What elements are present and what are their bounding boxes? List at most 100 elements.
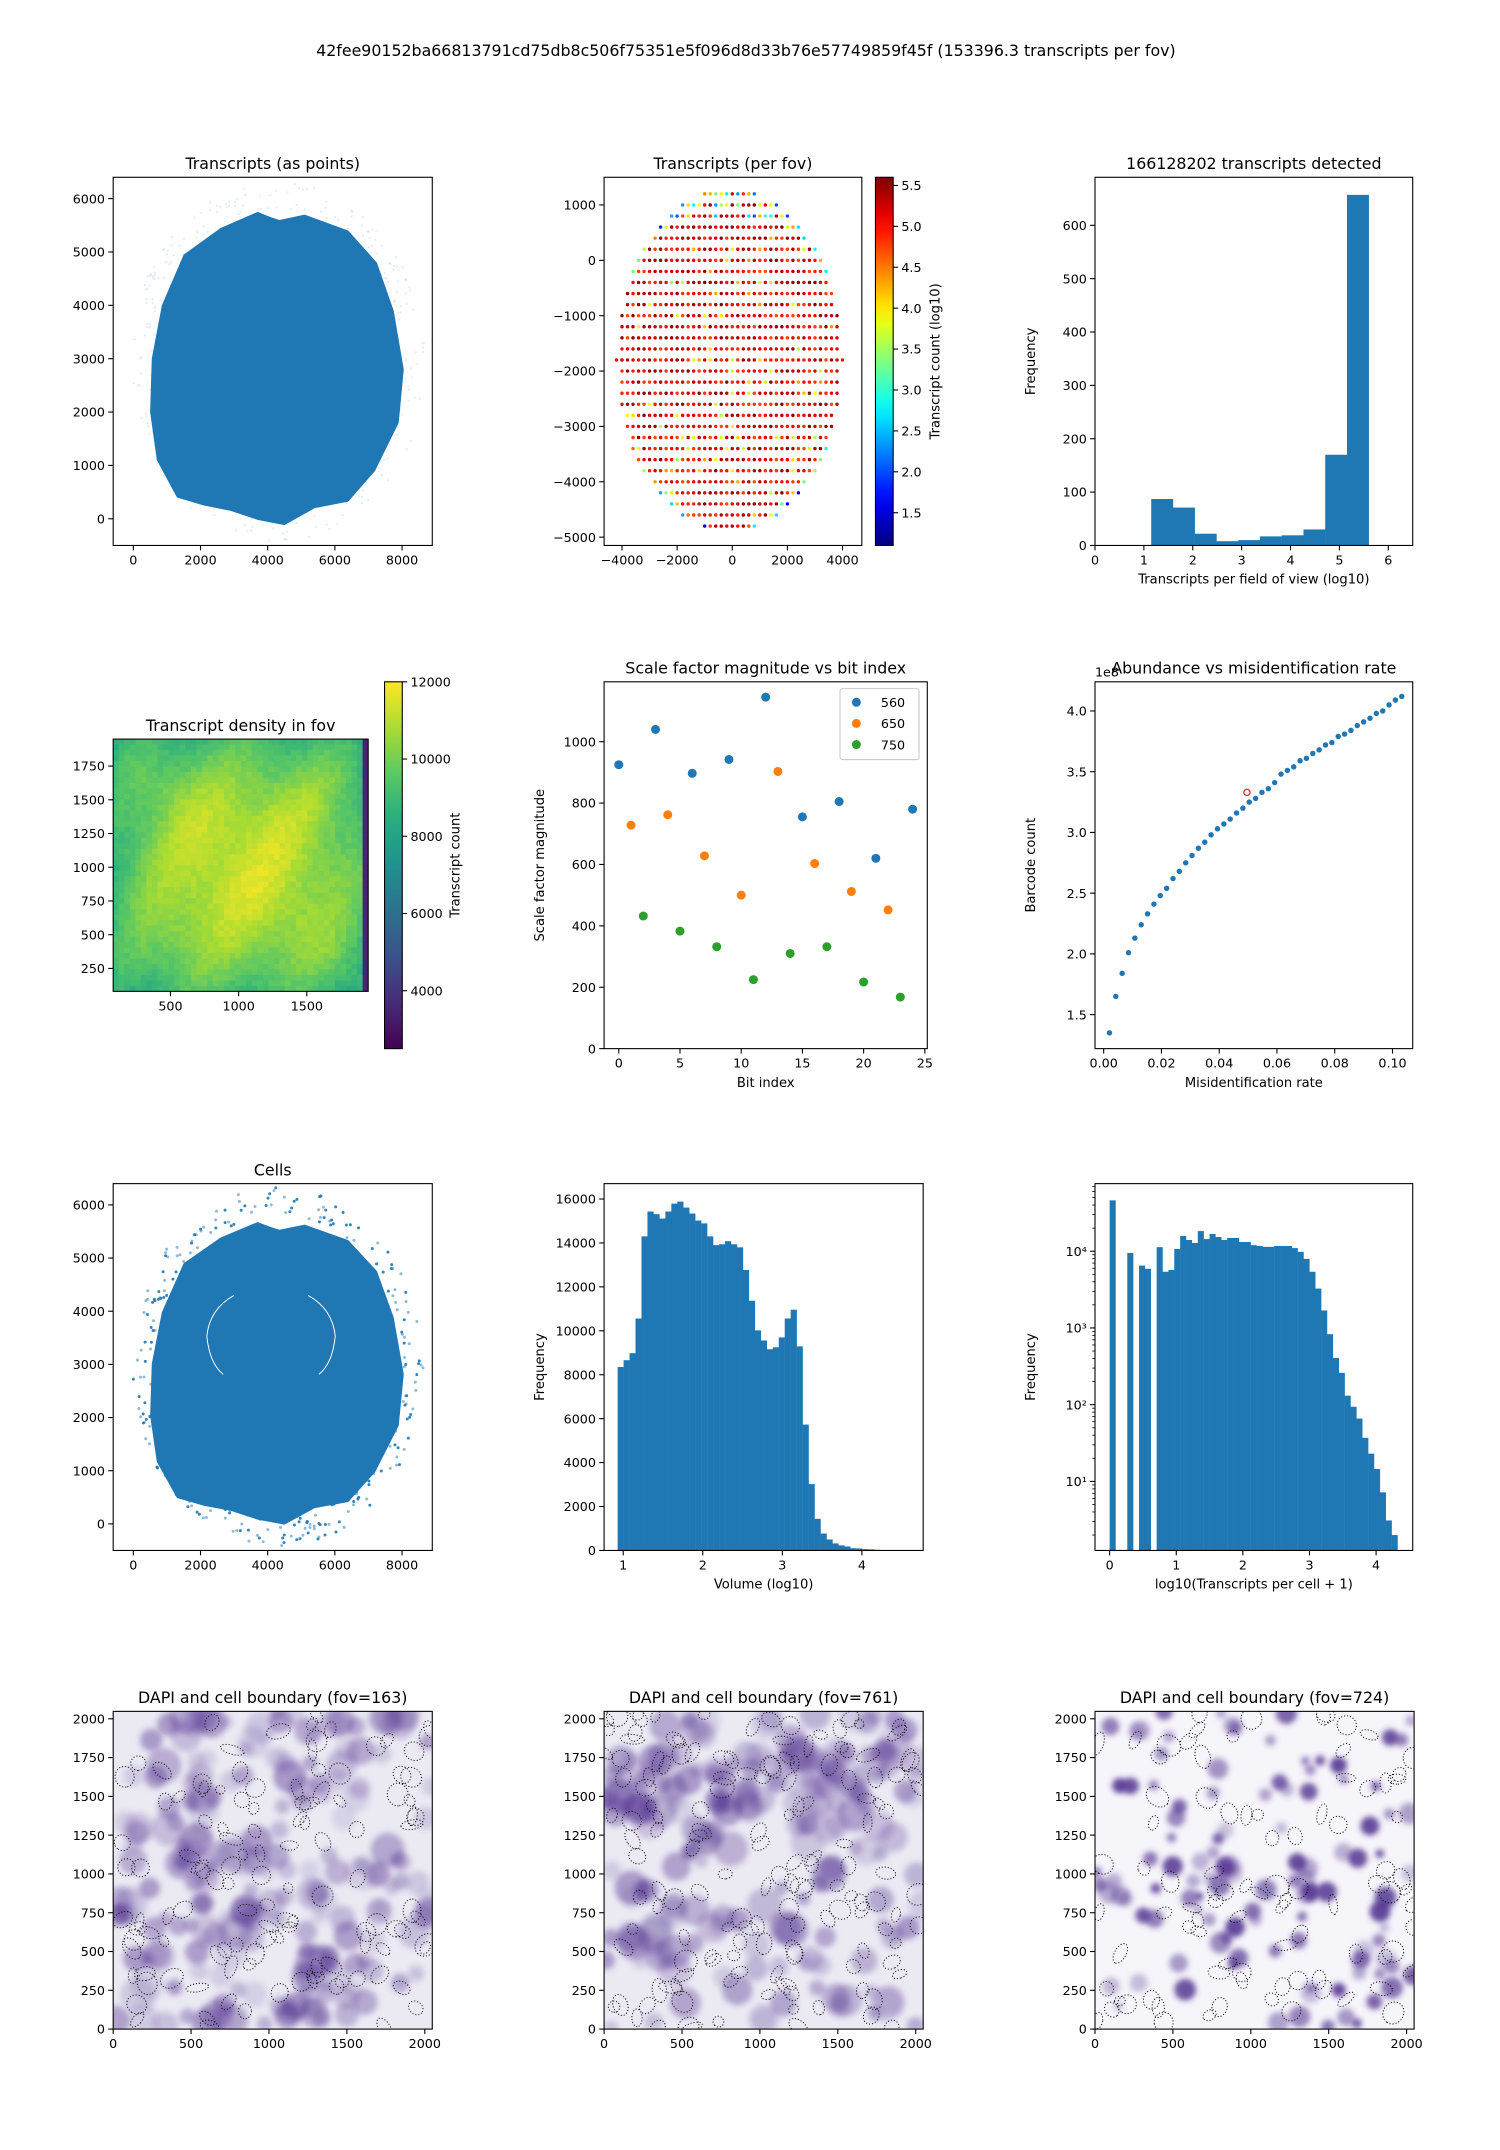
fov-point: [697, 413, 701, 418]
fov-point: [691, 302, 696, 307]
fov-point: [636, 347, 641, 351]
fov-point: [702, 369, 707, 373]
heatmap-cell: [351, 788, 358, 795]
cell-boundary: [857, 1942, 870, 1959]
histogram-bar: [1315, 1288, 1322, 1551]
point: [314, 1513, 317, 1517]
scatter-point: [1182, 860, 1189, 866]
heatmap-cell: [129, 848, 136, 855]
heatmap-cell: [357, 963, 364, 970]
fov-point: [758, 302, 762, 307]
heatmap-cell: [323, 947, 330, 954]
dapi-nucleus: [415, 1896, 433, 1927]
heatmap-cell: [312, 771, 319, 778]
histogram-bar: [1238, 1241, 1245, 1551]
heatmap-cell: [218, 936, 225, 943]
heatmap-cell: [357, 766, 364, 773]
fov-point: [680, 402, 685, 406]
point: [371, 228, 374, 231]
heatmap-cell: [312, 892, 319, 899]
y-tick-label: 10²: [1066, 1397, 1087, 1412]
cell-boundary: [907, 1767, 923, 1784]
heatmap-cell: [340, 826, 347, 833]
fov-point: [730, 413, 734, 418]
heatmap-cell: [224, 854, 231, 861]
fov-point: [829, 391, 834, 395]
heatmap-cell: [273, 870, 280, 877]
heatmap-cell: [323, 859, 330, 866]
heatmap-cell: [163, 909, 170, 915]
heatmap-cell: [357, 832, 364, 839]
dapi-nucleus: [814, 1926, 836, 1948]
heatmap-cell: [224, 837, 231, 844]
point: [153, 1299, 157, 1303]
heatmap-cell: [357, 837, 364, 844]
fov-point: [769, 457, 773, 462]
fov-point: [752, 513, 757, 517]
fov-point: [714, 258, 718, 263]
dapi-nucleus: [749, 2007, 780, 2030]
cell-boundary: [604, 1711, 615, 1728]
y-tick-label: 2000: [564, 1711, 596, 1726]
fov-point: [829, 302, 834, 307]
heatmap-cell: [118, 958, 125, 965]
heatmap-cell: [262, 947, 269, 954]
heatmap-cell: [151, 881, 158, 888]
heatmap-cell: [135, 799, 142, 806]
fov-point: [675, 302, 679, 307]
heatmap-cell: [346, 920, 352, 926]
point: [282, 532, 285, 535]
heatmap-cell: [301, 920, 308, 926]
fov-point: [631, 424, 635, 429]
fov-point: [642, 446, 646, 451]
heatmap-cell: [163, 837, 170, 844]
heatmap-cell: [346, 947, 352, 954]
heatmap-cell: [268, 920, 275, 926]
dapi-nucleus: [1129, 1723, 1146, 1741]
fov-point: [636, 413, 641, 418]
heatmap-cell: [240, 936, 247, 943]
fov-point: [642, 258, 646, 263]
heatmap-cell: [312, 826, 319, 833]
heatmap-cell: [362, 909, 369, 915]
cell-boundary: [185, 1982, 210, 1993]
heatmap-cell: [118, 843, 125, 850]
heatmap-cell: [329, 826, 336, 833]
fov-point: [697, 291, 701, 296]
heatmap-cell: [251, 777, 258, 784]
heatmap-cell: [124, 761, 131, 767]
fov-point: [686, 491, 690, 495]
heatmap-cell: [157, 821, 164, 828]
fov-point: [807, 280, 812, 285]
heatmap-cell: [301, 909, 308, 915]
point: [150, 349, 154, 352]
point: [146, 325, 149, 329]
fov-point: [625, 313, 630, 318]
fov-point: [658, 435, 663, 440]
heatmap-cell: [207, 870, 214, 877]
fov-point: [719, 236, 723, 240]
heatmap-cell: [118, 985, 125, 992]
y-tick-label: 3.0: [1067, 825, 1087, 840]
heatmap-cell: [190, 821, 197, 828]
heatmap-cell: [212, 793, 219, 800]
heatmap-cell: [157, 963, 164, 970]
heatmap-cell: [362, 843, 369, 850]
fov-point: [824, 446, 828, 451]
heatmap-cell: [224, 909, 231, 915]
scatter-point-650: [883, 905, 893, 915]
heatmap-cell: [235, 793, 242, 800]
fov-point: [818, 369, 823, 373]
plot-area: [131, 1186, 425, 1548]
heatmap-cell: [135, 777, 142, 784]
heatmap-cell: [290, 980, 297, 987]
point: [417, 1359, 421, 1363]
heatmap-cell: [362, 788, 369, 795]
scatter-point: [1170, 875, 1176, 882]
heatmap-cell: [346, 969, 352, 976]
heatmap-cell: [246, 920, 253, 926]
heatmap-cell: [113, 815, 120, 822]
fov-point: [774, 380, 779, 384]
heatmap-cell: [157, 920, 164, 926]
histogram-bar: [1268, 1246, 1275, 1551]
